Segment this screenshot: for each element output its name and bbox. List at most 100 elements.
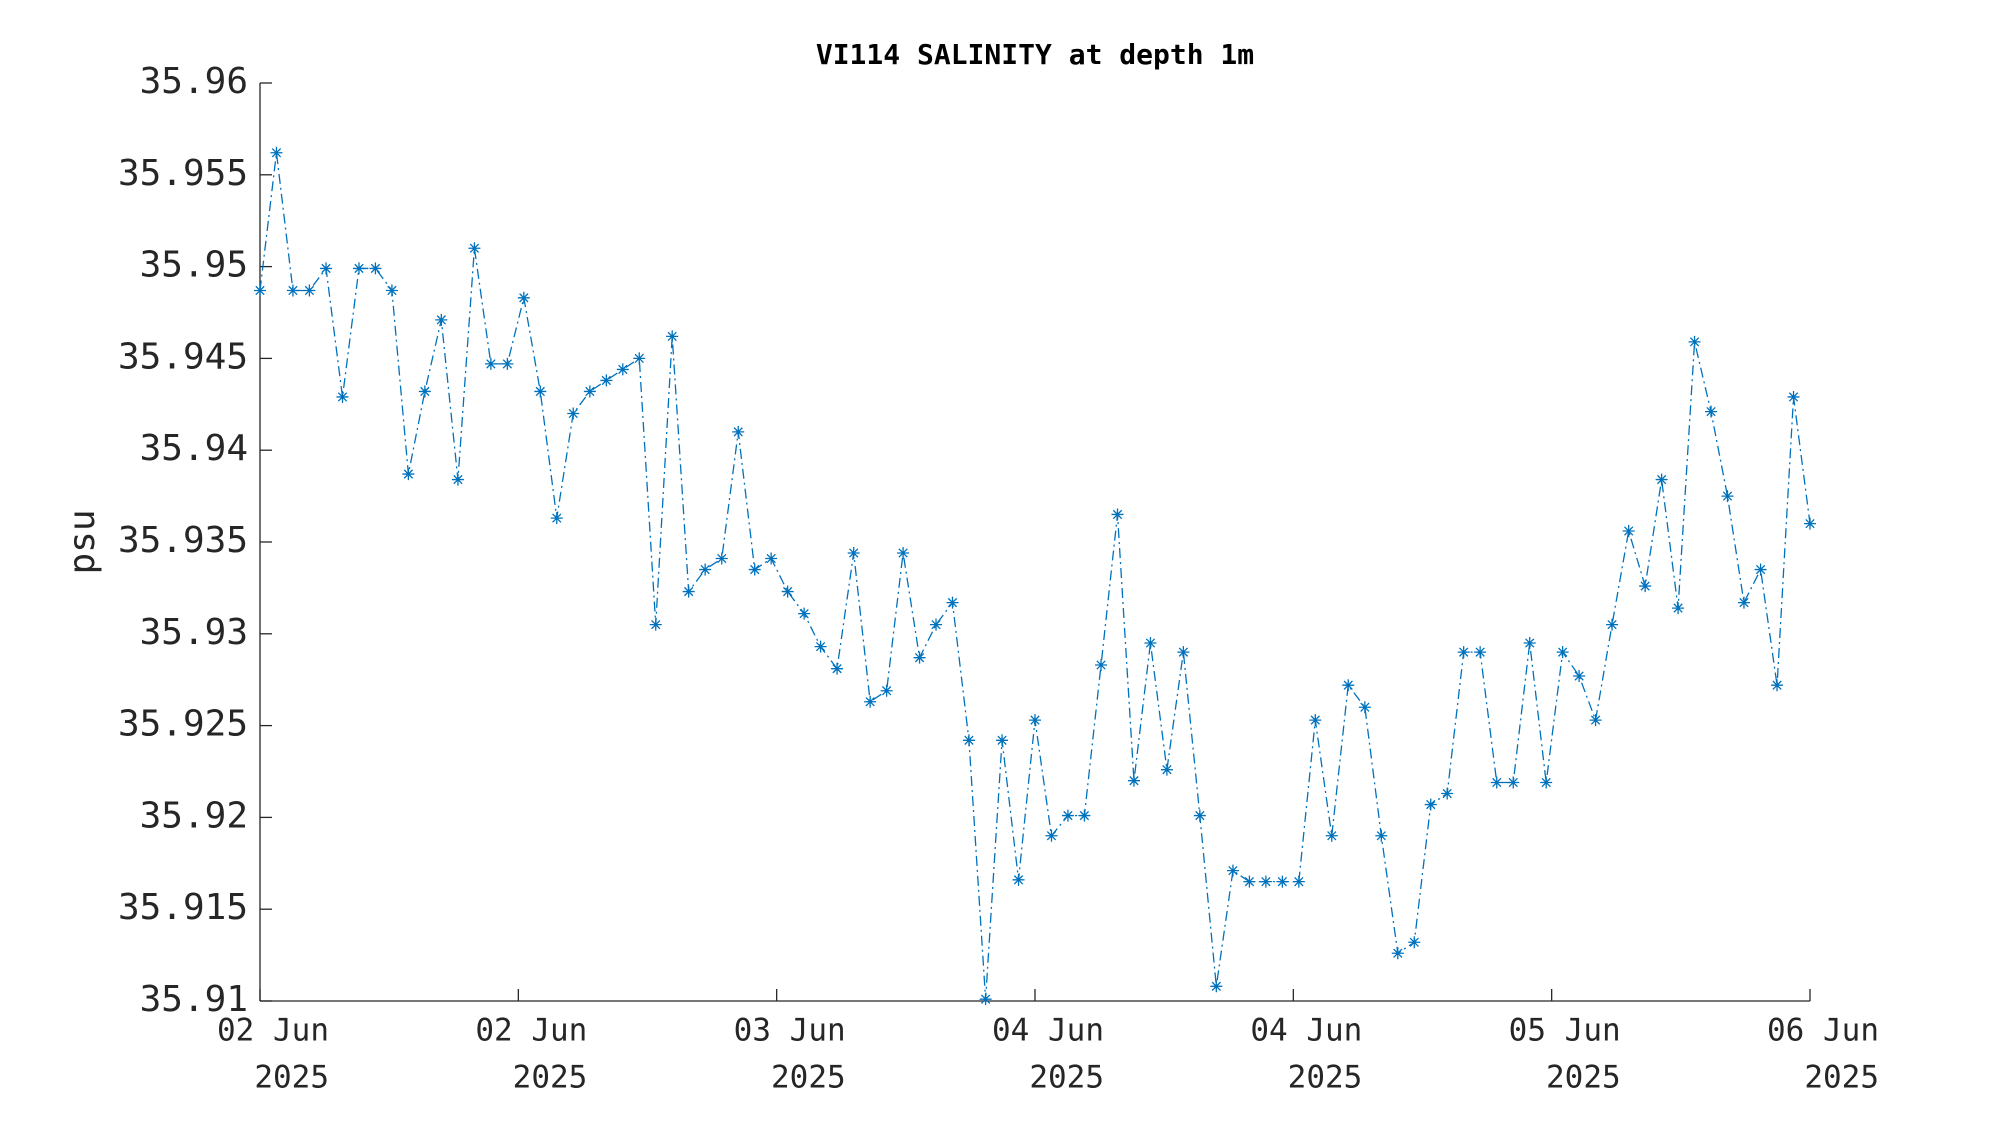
marker	[435, 313, 448, 326]
marker	[1457, 646, 1470, 659]
marker	[1589, 714, 1602, 727]
marker	[1029, 714, 1041, 727]
marker	[369, 262, 382, 275]
marker	[1424, 798, 1437, 811]
marker	[1721, 490, 1734, 503]
marker	[1375, 829, 1388, 842]
x-tick-sublabel: 2025	[1029, 1060, 1104, 1096]
y-tick-label: 35.915	[118, 887, 248, 928]
marker	[600, 374, 613, 387]
marker	[1573, 670, 1586, 683]
marker	[930, 618, 943, 631]
x-tick-sublabel: 2025	[771, 1060, 846, 1096]
y-tick-label: 35.96	[140, 61, 248, 102]
marker	[880, 684, 893, 697]
marker	[897, 547, 910, 560]
marker	[550, 512, 563, 525]
marker	[1325, 829, 1338, 842]
marker	[567, 407, 580, 420]
marker	[270, 146, 283, 159]
marker	[1127, 774, 1140, 787]
marker	[1474, 646, 1487, 659]
marker	[1243, 875, 1256, 888]
marker	[320, 262, 333, 275]
marker	[1688, 335, 1701, 348]
marker	[666, 330, 679, 343]
chart-title: VI114 SALINITY at depth 1m	[816, 38, 1254, 71]
marker	[649, 618, 662, 631]
x-tick-label: 03 Jun	[734, 1013, 846, 1049]
marker	[1045, 829, 1058, 842]
y-axis-label: psu	[62, 509, 103, 574]
marker	[1358, 701, 1371, 714]
x-tick-sublabel: 2025	[254, 1060, 329, 1096]
marker	[501, 357, 514, 370]
marker	[1441, 787, 1454, 800]
marker	[451, 473, 464, 486]
y-tick-label: 35.925	[118, 704, 248, 745]
marker	[732, 425, 745, 438]
marker	[1606, 618, 1619, 631]
marker	[1078, 809, 1091, 822]
marker	[484, 357, 497, 370]
marker	[1276, 875, 1289, 888]
marker	[1095, 659, 1108, 672]
x-tick-sublabel: 2025	[1288, 1060, 1363, 1096]
marker	[814, 640, 827, 653]
marker	[336, 390, 349, 403]
marker	[1655, 473, 1668, 486]
marker	[254, 284, 266, 297]
y-tick-label: 35.95	[140, 245, 248, 286]
marker	[699, 563, 712, 576]
marker	[979, 993, 992, 1006]
marker	[1111, 508, 1124, 521]
marker	[864, 695, 877, 708]
marker	[1754, 563, 1767, 576]
x-tick-label: 05 Jun	[1509, 1013, 1621, 1049]
marker	[468, 242, 481, 255]
marker	[418, 385, 431, 398]
y-tick-label: 35.935	[118, 520, 248, 561]
y-tick-label: 35.945	[118, 336, 248, 377]
marker	[1639, 580, 1652, 593]
marker	[765, 552, 778, 565]
marker	[1144, 636, 1157, 649]
marker	[1193, 809, 1206, 822]
y-tick-label: 35.91	[140, 979, 248, 1020]
marker	[402, 468, 415, 481]
marker	[1160, 763, 1173, 776]
x-tick-label: 04 Jun	[992, 1013, 1104, 1049]
marker	[946, 596, 959, 609]
marker	[781, 585, 794, 598]
marker	[748, 563, 761, 576]
marker	[847, 547, 860, 560]
marker	[1622, 524, 1635, 537]
y-tick-label: 35.955	[118, 153, 248, 194]
marker	[1490, 776, 1503, 789]
marker	[913, 651, 926, 664]
marker	[616, 363, 629, 376]
marker	[962, 734, 975, 747]
marker	[352, 262, 365, 275]
marker	[1292, 875, 1305, 888]
marker	[1804, 517, 1816, 530]
marker	[1259, 875, 1272, 888]
marker	[798, 607, 811, 620]
marker	[303, 284, 316, 297]
marker	[1012, 873, 1025, 886]
marker	[1523, 636, 1536, 649]
marker	[534, 385, 547, 398]
marker	[633, 352, 646, 365]
marker	[831, 662, 844, 675]
marker	[1705, 405, 1718, 418]
x-tick-sublabel: 2025	[1804, 1060, 1879, 1096]
marker	[1507, 776, 1520, 789]
marker	[517, 291, 530, 304]
marker	[1342, 679, 1355, 692]
marker	[583, 385, 596, 398]
x-tick-label: 04 Jun	[1250, 1013, 1362, 1049]
y-tick-label: 35.93	[140, 612, 248, 653]
marker	[1556, 646, 1569, 659]
marker	[1672, 602, 1685, 615]
